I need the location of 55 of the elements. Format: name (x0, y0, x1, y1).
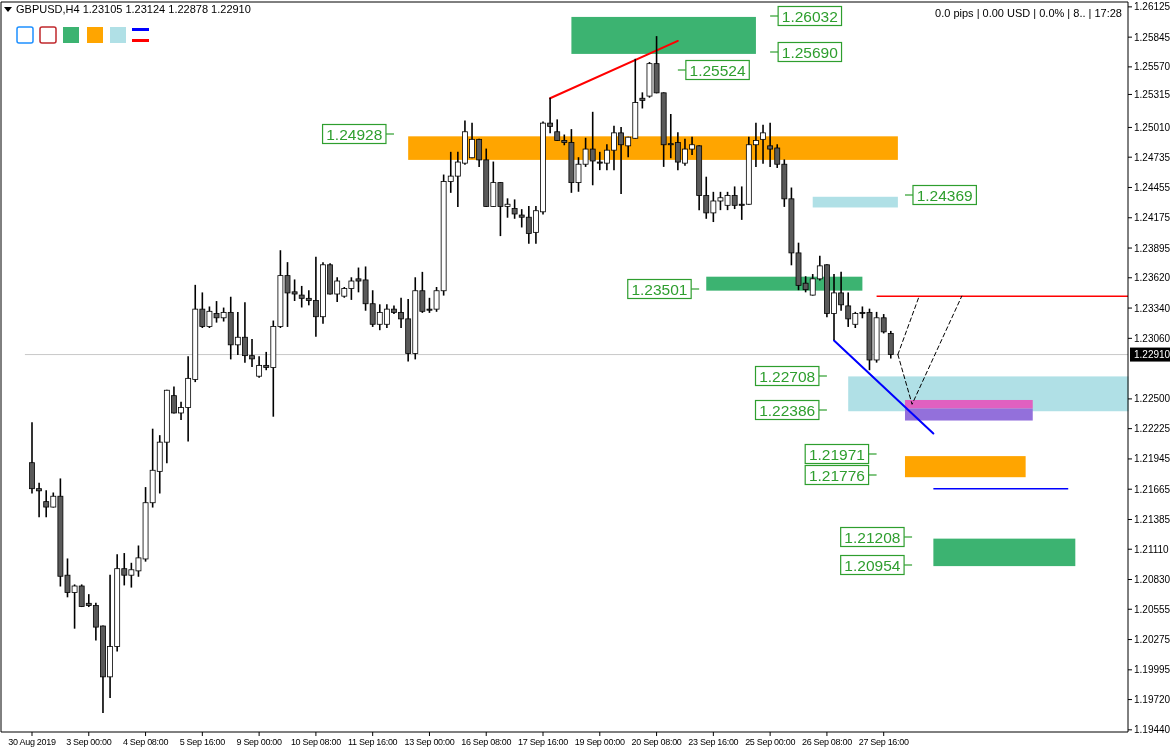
annotation: 1.22708 (759, 367, 816, 385)
x-tick-label: 23 Sep 16:00 (688, 737, 739, 747)
y-tick-label: 1.23060 (1134, 332, 1170, 344)
annotation: 1.26032 (781, 7, 838, 25)
x-tick-label: 27 Sep 16:00 (858, 737, 909, 747)
x-tick-label: 16 Sep 08:00 (461, 737, 512, 747)
x-tick-label: 30 Aug 2019 (8, 737, 56, 747)
x-tick-label: 11 Sep 16:00 (348, 737, 398, 747)
y-tick-label: 1.26125 (1134, 1, 1170, 13)
x-tick-label: 13 Sep 00:00 (404, 737, 455, 747)
x-tick-label: 5 Sep 16:00 (179, 737, 226, 747)
y-tick-label: 1.25010 (1134, 121, 1170, 133)
y-tick-label: 1.22225 (1134, 423, 1170, 435)
y-tick-label: 1.20830 (1134, 574, 1170, 586)
annotation: 1.21971 (808, 445, 865, 463)
y-tick-label: 1.19440 (1134, 724, 1170, 736)
y-tick-label: 1.21110 (1134, 543, 1170, 555)
y-tick-label: 1.20555 (1134, 603, 1170, 615)
annotation: 1.25690 (781, 43, 839, 61)
y-tick-label: 1.24455 (1134, 181, 1170, 193)
x-tick-label: 3 Sep 00:00 (66, 737, 112, 747)
x-tick-label: 4 Sep 08:00 (122, 737, 169, 747)
y-tick-label: 1.25845 (1134, 31, 1170, 43)
annotation: 1.23501 (631, 280, 688, 298)
annotation: 1.25524 (689, 61, 746, 79)
x-tick-label: 19 Sep 00:00 (574, 737, 626, 747)
y-tick-label: 1.21945 (1134, 453, 1170, 465)
x-tick-label: 25 Sep 00:00 (745, 737, 796, 747)
chart-title: GBPUSD,H4 1.23105 1.23124 1.22878 1.22910 (16, 3, 251, 15)
y-tick-label: 1.21665 (1134, 483, 1170, 495)
annotation: 1.22386 (759, 401, 816, 419)
y-tick-label: 1.22500 (1134, 393, 1170, 405)
annotation: 1.24928 (326, 125, 383, 143)
x-tick-label: 26 Sep 08:00 (801, 737, 853, 747)
annotation: 1.21776 (808, 466, 865, 484)
y-tick-label: 1.24175 (1134, 212, 1170, 224)
chart-subtitle: 0.0 pips | 0.00 USD | 0.0% | 8.. | 17:28 (935, 7, 1122, 19)
y-tick-label: 1.21385 (1134, 513, 1170, 525)
y-tick-label: 1.24735 (1134, 151, 1170, 163)
x-tick-label: 20 Sep 08:00 (631, 737, 682, 747)
annotation: 1.20954 (844, 556, 901, 574)
annotation: 1.24369 (916, 186, 973, 204)
x-tick-label: 17 Sep 16:00 (518, 737, 569, 747)
x-tick-label: 9 Sep 00:00 (236, 737, 283, 747)
x-tick-label: 10 Sep 08:00 (290, 737, 342, 747)
y-tick-label: 1.23620 (1134, 272, 1170, 284)
y-tick-label: 1.19720 (1134, 694, 1170, 706)
y-tick-label: 1.23895 (1134, 242, 1170, 254)
ref-line-label: 1.22910 (1134, 349, 1170, 361)
y-tick-label: 1.25570 (1134, 61, 1170, 73)
y-tick-label: 1.19995 (1134, 664, 1170, 676)
y-tick-label: 1.20275 (1134, 634, 1170, 646)
y-tick-label: 1.25315 (1134, 88, 1170, 100)
annotation: 1.21208 (844, 528, 901, 546)
y-tick-label: 1.23340 (1134, 302, 1170, 314)
